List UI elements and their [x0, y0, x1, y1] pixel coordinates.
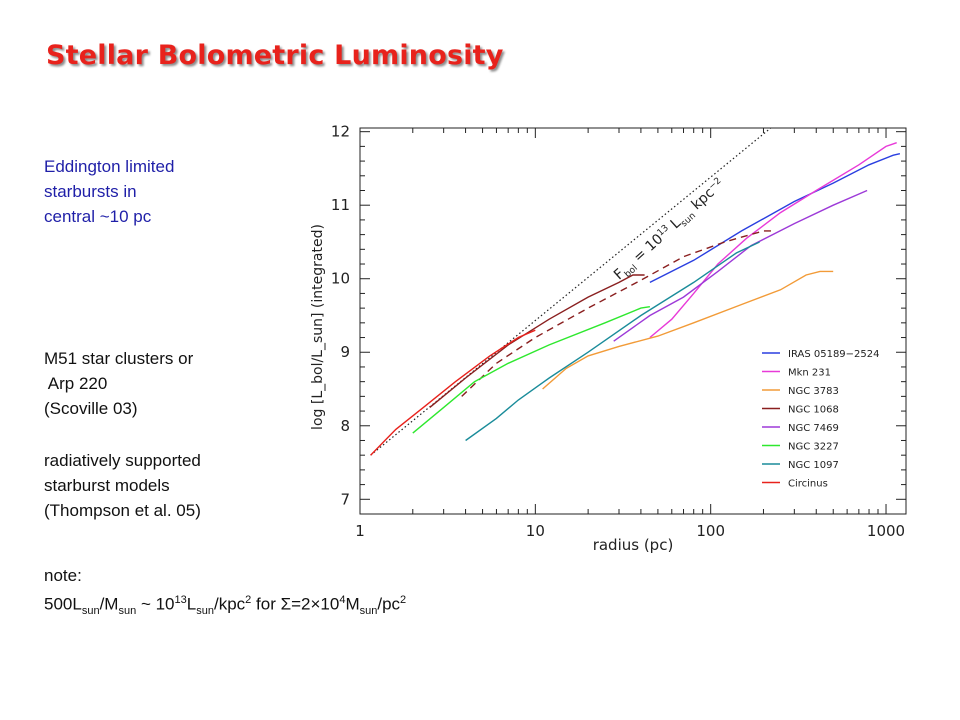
- legend-label: NGC 3227: [788, 442, 839, 453]
- eddington-note: Eddington limited starbursts in central …: [44, 154, 174, 229]
- models-note: radiatively supported starburst models (…: [44, 448, 201, 523]
- y-tick-label: 8: [340, 417, 350, 435]
- slide-title: Stellar Bolometric Luminosity: [46, 40, 504, 71]
- x-tick-label: 10: [526, 522, 545, 540]
- series-line-ngc-3783: [542, 270, 834, 390]
- legend-label: NGC 3783: [788, 386, 839, 397]
- x-tick-label: 1000: [867, 522, 905, 540]
- legend-label: IRAS 05189−2524: [788, 349, 880, 360]
- models-line-2: starburst models: [44, 476, 170, 495]
- x-axis-label: radius (pc): [593, 536, 674, 554]
- eddington-line-1: Eddington limited: [44, 157, 175, 176]
- y-axis-label: log [L_bol/L_sun] (integrated): [310, 224, 326, 430]
- m51-line-3: (Scoville 03): [44, 399, 138, 418]
- series-line-ngc-1097: [465, 241, 760, 442]
- legend-label: Mkn 231: [788, 368, 831, 379]
- legend-label: Circinus: [788, 479, 828, 490]
- eddington-line-3: central ~10 pc: [44, 207, 152, 226]
- series-line-circinus: [370, 329, 536, 456]
- note-label: note:: [44, 566, 82, 585]
- legend-label: NGC 7469: [788, 423, 839, 434]
- note-formula: 500Lsun/Msun ~ 1013Lsun/kpc2 for Σ=2×104…: [44, 594, 407, 618]
- luminosity-chart: 1 10 100 1000 7 8 9 10 11 12 radius (pc) log [L_bol…: [310, 123, 907, 554]
- y-tick-label: 12: [331, 123, 350, 141]
- x-tick-label: 1: [355, 522, 365, 540]
- y-tick-label: 7: [340, 490, 350, 508]
- m51-note: M51 star clusters or Arp 220 (Scoville 0…: [44, 346, 193, 421]
- m51-line-1: M51 star clusters or: [44, 349, 194, 368]
- note-block: note: 500Lsun/Msun ~ 1013Lsun/kpc2 for Σ…: [44, 563, 406, 624]
- eddington-line-2: starbursts in: [44, 182, 137, 201]
- series-line-ngc-1068: [429, 274, 645, 408]
- series-line-mkn-231: [649, 142, 897, 339]
- series-line-ngc-3227: [412, 306, 651, 434]
- plot-frame: [359, 127, 907, 515]
- models-line-3: (Thompson et al. 05): [44, 501, 201, 520]
- series-line-ngc-7469: [613, 189, 868, 342]
- y-tick-label: 10: [331, 270, 350, 288]
- flux-annotation: Fbol = 1013 Lsun kpc−2: [611, 176, 730, 285]
- m51-line-2: Arp 220: [44, 374, 108, 393]
- legend-label: NGC 1097: [788, 460, 839, 471]
- x-tick-label: 100: [696, 522, 725, 540]
- models-line-1: radiatively supported: [44, 451, 201, 470]
- legend-label: NGC 1068: [788, 405, 839, 416]
- y-tick-label: 9: [340, 343, 350, 361]
- y-tick-label: 11: [331, 196, 350, 214]
- series-line-ngc-1068-outer-: [461, 230, 775, 397]
